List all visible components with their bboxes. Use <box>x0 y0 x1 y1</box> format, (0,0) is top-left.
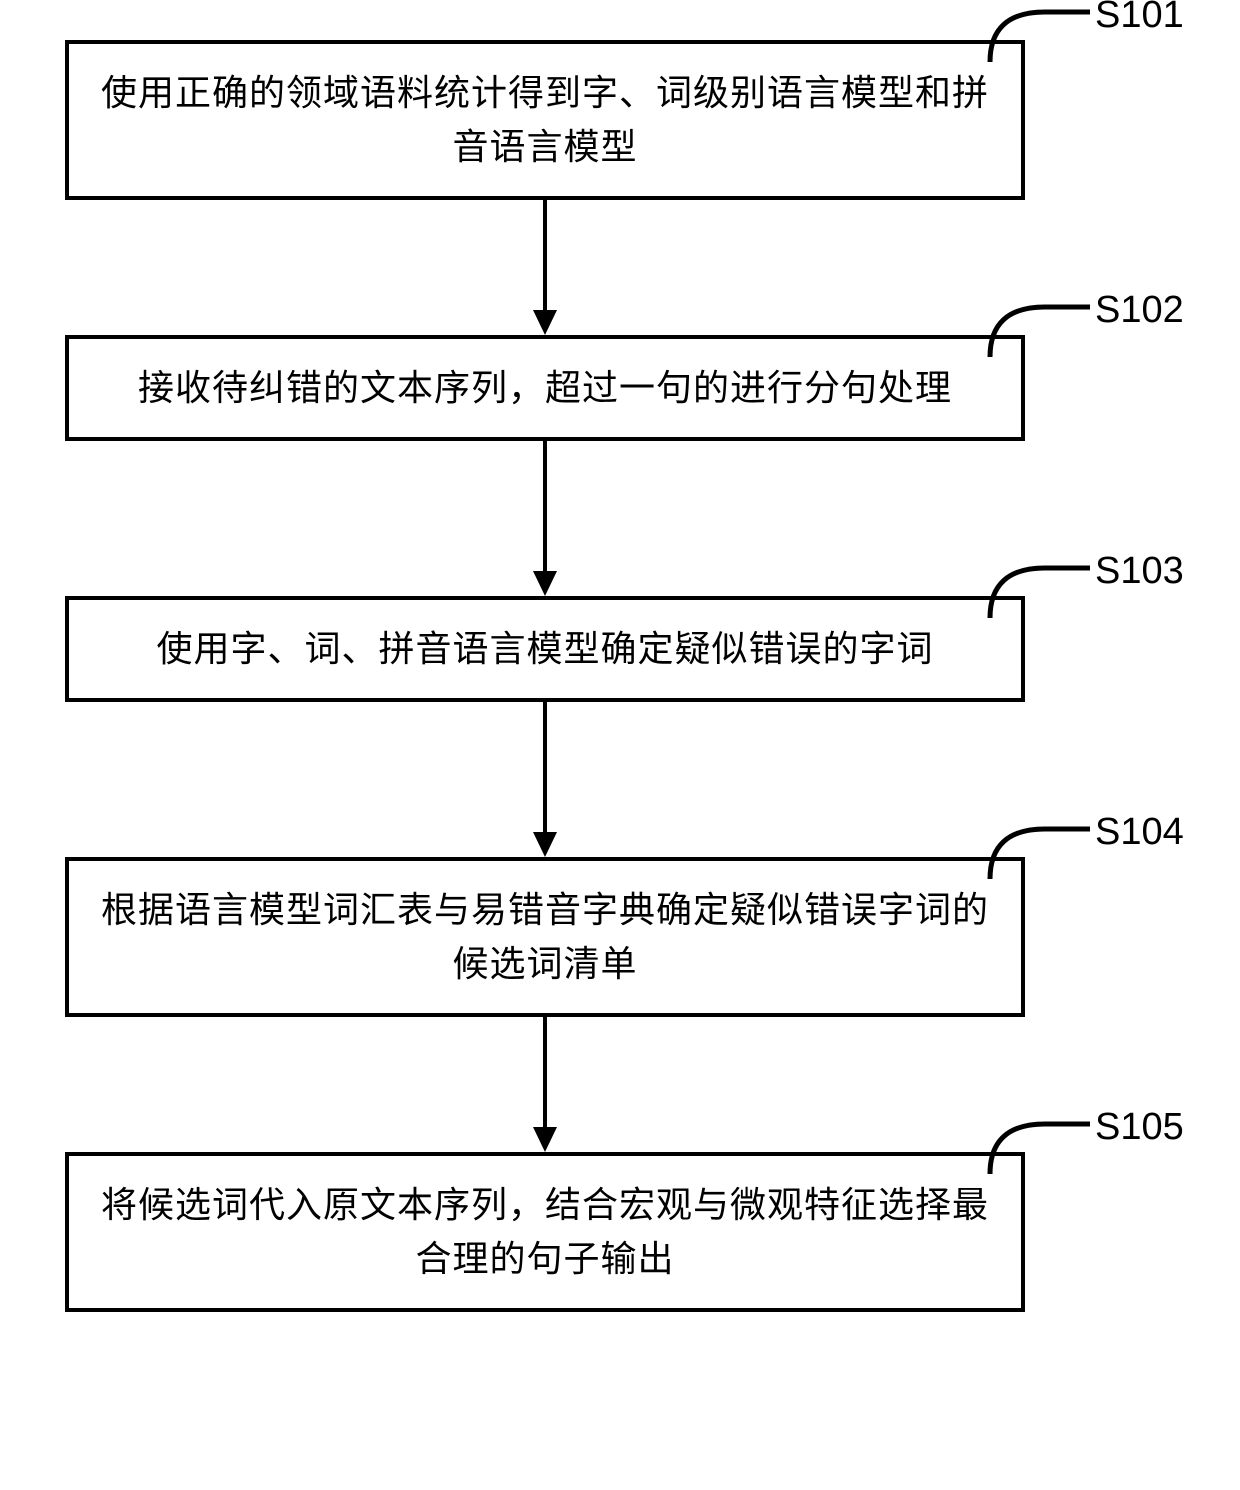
connector-curve-s103 <box>985 558 1095 623</box>
arrow-svg-3 <box>525 702 565 857</box>
step-label-s103: S103 <box>1095 550 1184 593</box>
step-text-s103: 使用字、词、拼音语言模型确定疑似错误的字词 <box>156 622 933 676</box>
step-s103: S103 使用字、词、拼音语言模型确定疑似错误的字词 <box>65 596 1175 702</box>
step-label-s101: S101 <box>1095 0 1184 37</box>
arrow-svg-4 <box>525 1017 565 1152</box>
step-label-s102: S102 <box>1095 289 1184 332</box>
connector-curve-s101 <box>985 2 1095 67</box>
step-box-s105: 将候选词代入原文本序列，结合宏观与微观特征选择最合理的句子输出 <box>65 1152 1025 1312</box>
arrow-svg-1 <box>525 200 565 335</box>
step-text-s102: 接收待纠错的文本序列，超过一句的进行分句处理 <box>138 361 952 415</box>
step-label-s105: S105 <box>1095 1106 1184 1149</box>
step-s105: S105 将候选词代入原文本序列，结合宏观与微观特征选择最合理的句子输出 <box>65 1152 1175 1312</box>
step-label-s104: S104 <box>1095 811 1184 854</box>
step-box-s104: 根据语言模型词汇表与易错音字典确定疑似错误字词的候选词清单 <box>65 857 1025 1017</box>
arrow-2 <box>65 441 1025 596</box>
connector-curve-s105 <box>985 1114 1095 1179</box>
arrow-4 <box>65 1017 1025 1152</box>
step-box-s101: 使用正确的领域语料统计得到字、词级别语言模型和拼音语言模型 <box>65 40 1025 200</box>
flowchart-container: S101 使用正确的领域语料统计得到字、词级别语言模型和拼音语言模型 S102 … <box>65 40 1175 1312</box>
step-text-s101: 使用正确的领域语料统计得到字、词级别语言模型和拼音语言模型 <box>99 66 991 174</box>
step-box-s103: 使用字、词、拼音语言模型确定疑似错误的字词 <box>65 596 1025 702</box>
arrow-1 <box>65 200 1025 335</box>
step-box-s102: 接收待纠错的文本序列，超过一句的进行分句处理 <box>65 335 1025 441</box>
connector-curve-s102 <box>985 297 1095 362</box>
arrow-svg-2 <box>525 441 565 596</box>
arrow-3 <box>65 702 1025 857</box>
step-s101: S101 使用正确的领域语料统计得到字、词级别语言模型和拼音语言模型 <box>65 40 1175 200</box>
step-s104: S104 根据语言模型词汇表与易错音字典确定疑似错误字词的候选词清单 <box>65 857 1175 1017</box>
step-text-s105: 将候选词代入原文本序列，结合宏观与微观特征选择最合理的句子输出 <box>99 1178 991 1286</box>
step-text-s104: 根据语言模型词汇表与易错音字典确定疑似错误字词的候选词清单 <box>99 883 991 991</box>
connector-curve-s104 <box>985 819 1095 884</box>
step-s102: S102 接收待纠错的文本序列，超过一句的进行分句处理 <box>65 335 1175 441</box>
